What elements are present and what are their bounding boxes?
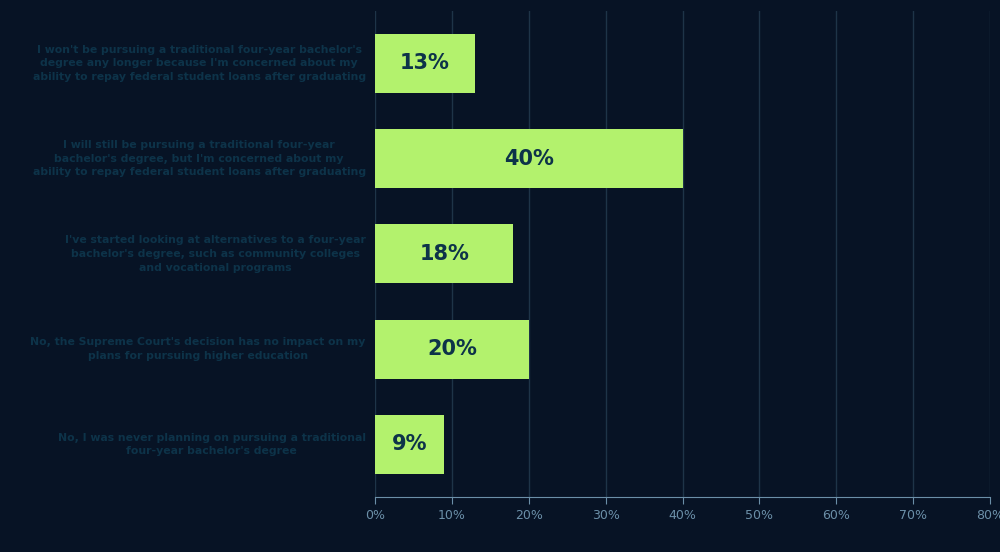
Text: 13%: 13% (400, 54, 450, 73)
Bar (375, 320, 529, 379)
Text: No, the Supreme Court's decision has no impact on my
plans for pursuing higher e: No, the Supreme Court's decision has no … (30, 337, 366, 361)
Text: I will still be pursuing a traditional four-year
bachelor's degree, but I'm conc: I will still be pursuing a traditional f… (33, 140, 366, 177)
Text: 9%: 9% (392, 434, 427, 454)
Bar (375, 34, 475, 93)
Bar (375, 415, 444, 474)
Bar (375, 225, 513, 283)
Text: 20%: 20% (427, 339, 477, 359)
Text: No, I was never planning on pursuing a traditional
four-year bachelor's degree: No, I was never planning on pursuing a t… (58, 433, 366, 456)
Text: I won't be pursuing a traditional four-year bachelor's
degree any longer because: I won't be pursuing a traditional four-y… (33, 45, 366, 82)
Bar (375, 129, 682, 188)
Text: I've started looking at alternatives to a four-year
bachelor's degree, such as c: I've started looking at alternatives to … (65, 235, 366, 273)
Text: 40%: 40% (504, 148, 554, 169)
Text: 18%: 18% (419, 244, 469, 264)
